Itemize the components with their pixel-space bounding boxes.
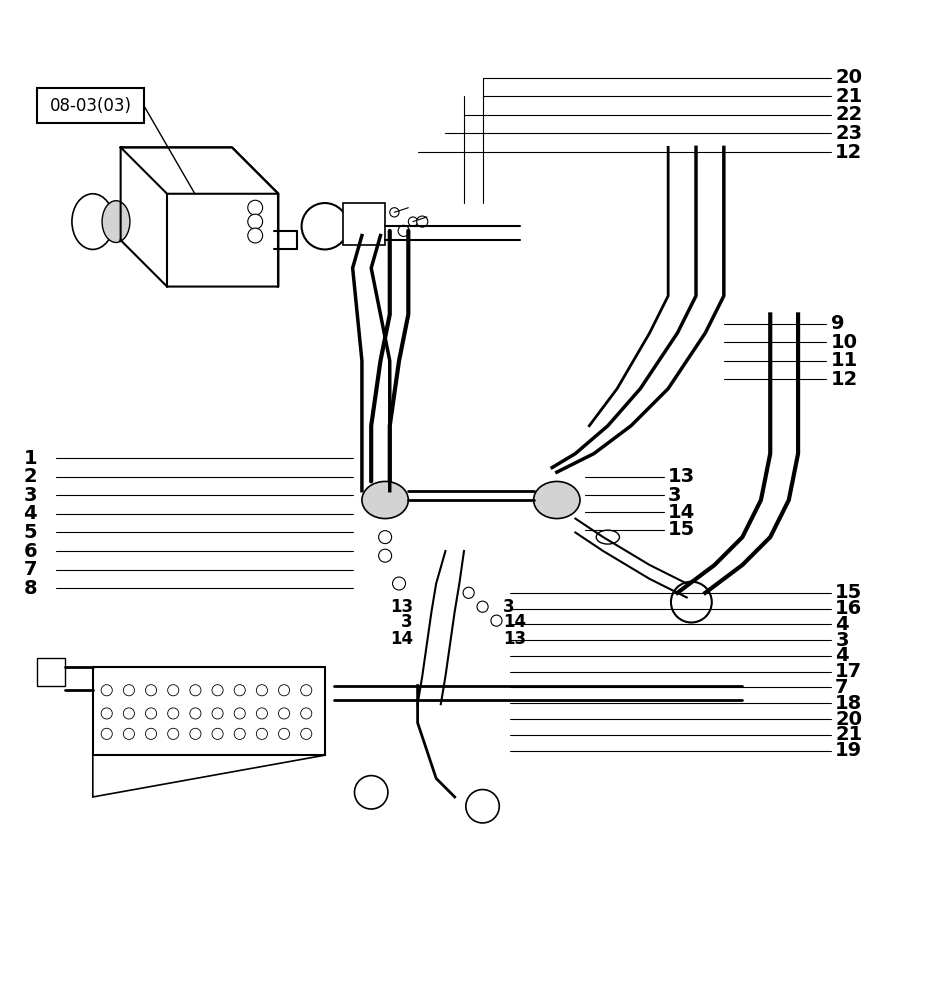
Text: 21: 21 <box>834 87 861 106</box>
Text: 16: 16 <box>834 599 861 618</box>
Text: 21: 21 <box>834 725 861 744</box>
Circle shape <box>278 708 289 719</box>
Circle shape <box>278 685 289 696</box>
Circle shape <box>234 728 245 739</box>
Circle shape <box>101 685 112 696</box>
Text: 3: 3 <box>400 613 413 631</box>
Circle shape <box>168 708 179 719</box>
Circle shape <box>123 708 134 719</box>
Text: 2: 2 <box>23 467 37 486</box>
Polygon shape <box>93 755 324 797</box>
Text: 20: 20 <box>834 68 861 87</box>
FancyBboxPatch shape <box>37 658 65 686</box>
Text: 14: 14 <box>502 613 526 631</box>
Circle shape <box>300 708 311 719</box>
Text: 4: 4 <box>834 615 848 634</box>
Circle shape <box>378 549 391 562</box>
Text: 17: 17 <box>834 662 861 681</box>
Circle shape <box>463 587 474 598</box>
Circle shape <box>234 708 245 719</box>
Circle shape <box>146 728 157 739</box>
Text: 4: 4 <box>834 646 848 665</box>
Circle shape <box>378 531 391 544</box>
Circle shape <box>278 728 289 739</box>
Circle shape <box>146 685 157 696</box>
Circle shape <box>168 685 179 696</box>
Ellipse shape <box>595 530 619 544</box>
Circle shape <box>354 776 387 809</box>
Text: 22: 22 <box>834 105 861 124</box>
Ellipse shape <box>533 481 579 519</box>
Text: 20: 20 <box>834 710 861 729</box>
Text: 19: 19 <box>834 741 861 760</box>
Text: 6: 6 <box>23 542 37 561</box>
Text: 15: 15 <box>834 583 861 602</box>
Text: 4: 4 <box>23 504 37 523</box>
Circle shape <box>248 214 262 229</box>
Text: 9: 9 <box>830 314 844 333</box>
FancyBboxPatch shape <box>93 667 324 755</box>
Text: 11: 11 <box>830 351 857 370</box>
Circle shape <box>234 685 245 696</box>
Circle shape <box>408 217 417 226</box>
Ellipse shape <box>102 201 130 242</box>
Text: 08-03(03): 08-03(03) <box>49 97 132 115</box>
Text: 13: 13 <box>667 467 694 486</box>
Text: 7: 7 <box>834 678 848 697</box>
Circle shape <box>190 728 201 739</box>
Circle shape <box>211 708 222 719</box>
Text: 18: 18 <box>834 694 861 713</box>
Circle shape <box>248 200 262 215</box>
Text: 14: 14 <box>667 503 694 522</box>
Text: 7: 7 <box>23 560 37 579</box>
Circle shape <box>490 615 502 626</box>
Text: 10: 10 <box>830 333 857 352</box>
Circle shape <box>398 225 409 236</box>
Text: 3: 3 <box>23 486 37 505</box>
Circle shape <box>146 708 157 719</box>
Text: 13: 13 <box>389 598 413 616</box>
Circle shape <box>211 728 222 739</box>
Circle shape <box>123 685 134 696</box>
Text: 13: 13 <box>502 630 526 648</box>
Circle shape <box>190 708 201 719</box>
Text: 15: 15 <box>667 520 694 539</box>
Circle shape <box>392 577 405 590</box>
Text: 1: 1 <box>23 449 37 468</box>
Text: 12: 12 <box>830 370 857 389</box>
Circle shape <box>256 728 267 739</box>
Text: 3: 3 <box>834 631 848 650</box>
Text: 3: 3 <box>502 598 514 616</box>
Circle shape <box>465 790 499 823</box>
Circle shape <box>300 728 311 739</box>
Circle shape <box>670 582 711 622</box>
Circle shape <box>300 685 311 696</box>
Circle shape <box>416 216 427 227</box>
Circle shape <box>248 228 262 243</box>
Circle shape <box>476 601 488 612</box>
Circle shape <box>256 708 267 719</box>
Circle shape <box>256 685 267 696</box>
Circle shape <box>211 685 222 696</box>
Circle shape <box>389 208 399 217</box>
Text: 14: 14 <box>389 630 413 648</box>
Circle shape <box>190 685 201 696</box>
Circle shape <box>101 708 112 719</box>
Circle shape <box>101 728 112 739</box>
FancyBboxPatch shape <box>37 88 144 123</box>
Text: 23: 23 <box>834 124 861 143</box>
Circle shape <box>123 728 134 739</box>
Text: 5: 5 <box>23 523 37 542</box>
Ellipse shape <box>362 481 408 519</box>
Ellipse shape <box>72 194 113 249</box>
Text: 8: 8 <box>23 579 37 598</box>
Text: 12: 12 <box>834 142 861 161</box>
Circle shape <box>168 728 179 739</box>
FancyBboxPatch shape <box>343 203 385 245</box>
Text: 3: 3 <box>667 486 681 505</box>
